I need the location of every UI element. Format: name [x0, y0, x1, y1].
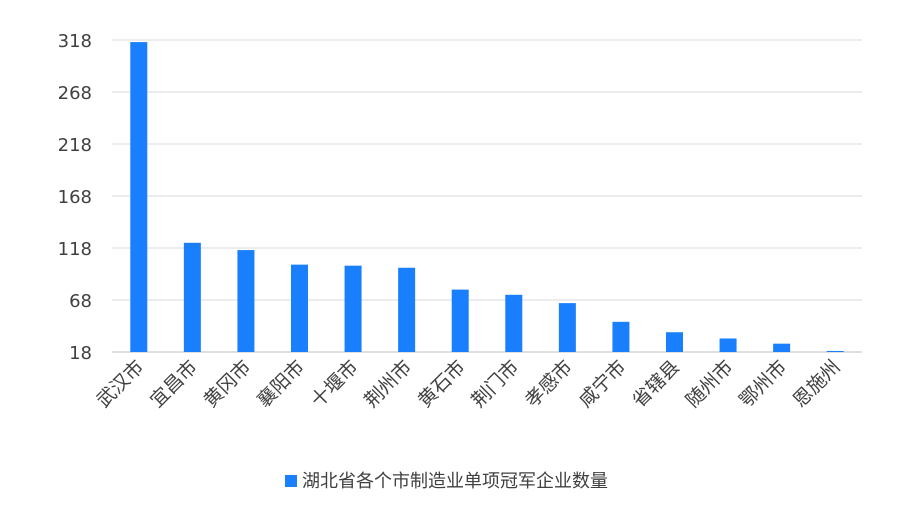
x-tick-label: 荆门市 [467, 356, 523, 412]
legend: 湖北省各个市制造业单项冠军企业数量 [285, 471, 608, 492]
x-tick-label: 宜昌市 [146, 356, 202, 412]
bar [291, 264, 308, 352]
x-axis-category-labels: 武汉市宜昌市黄冈市襄阳市十堰市荆州市黄石市荆门市孝感市咸宁市省辖县随州市鄂州市恩… [92, 356, 844, 412]
x-tick-label: 省辖县 [628, 356, 684, 412]
bar [344, 265, 362, 352]
y-tick-label: 18 [69, 343, 92, 364]
bar [719, 338, 737, 352]
x-tick-label: 黄石市 [414, 356, 470, 412]
y-tick-label: 168 [58, 187, 92, 208]
bar [773, 343, 791, 352]
x-tick-label: 黄冈市 [200, 356, 256, 412]
y-tick-label: 268 [58, 83, 92, 104]
x-tick-label: 孝感市 [521, 356, 577, 412]
bar [612, 321, 630, 352]
bar [666, 332, 683, 352]
x-tick-label: 恩施州 [789, 356, 845, 412]
bar [237, 250, 255, 352]
x-tick-label: 随州市 [682, 356, 738, 412]
gridlines [112, 39, 862, 353]
bar [183, 242, 201, 352]
y-tick-label: 318 [58, 31, 92, 52]
bar [505, 294, 523, 352]
legend-label: 湖北省各个市制造业单项冠军企业数量 [302, 471, 608, 492]
x-tick-label: 鄂州市 [735, 356, 791, 412]
bar [826, 350, 844, 352]
x-tick-label: 襄阳市 [253, 356, 309, 412]
bar [451, 289, 469, 352]
x-tick-label: 武汉市 [92, 356, 148, 412]
y-tick-label: 118 [58, 239, 92, 260]
x-tick-label: 十堰市 [307, 356, 363, 412]
y-tick-label: 68 [69, 291, 92, 312]
bar [130, 42, 148, 352]
legend-swatch [285, 475, 297, 487]
y-tick-label: 218 [58, 135, 92, 156]
x-tick-label: 荆州市 [360, 356, 416, 412]
y-axis-tick-labels: 18 68 118 168 218 268 318 [58, 31, 92, 364]
x-tick-label: 咸宁市 [575, 356, 631, 412]
bar [398, 267, 416, 352]
bar [558, 303, 576, 352]
bars [130, 42, 844, 352]
